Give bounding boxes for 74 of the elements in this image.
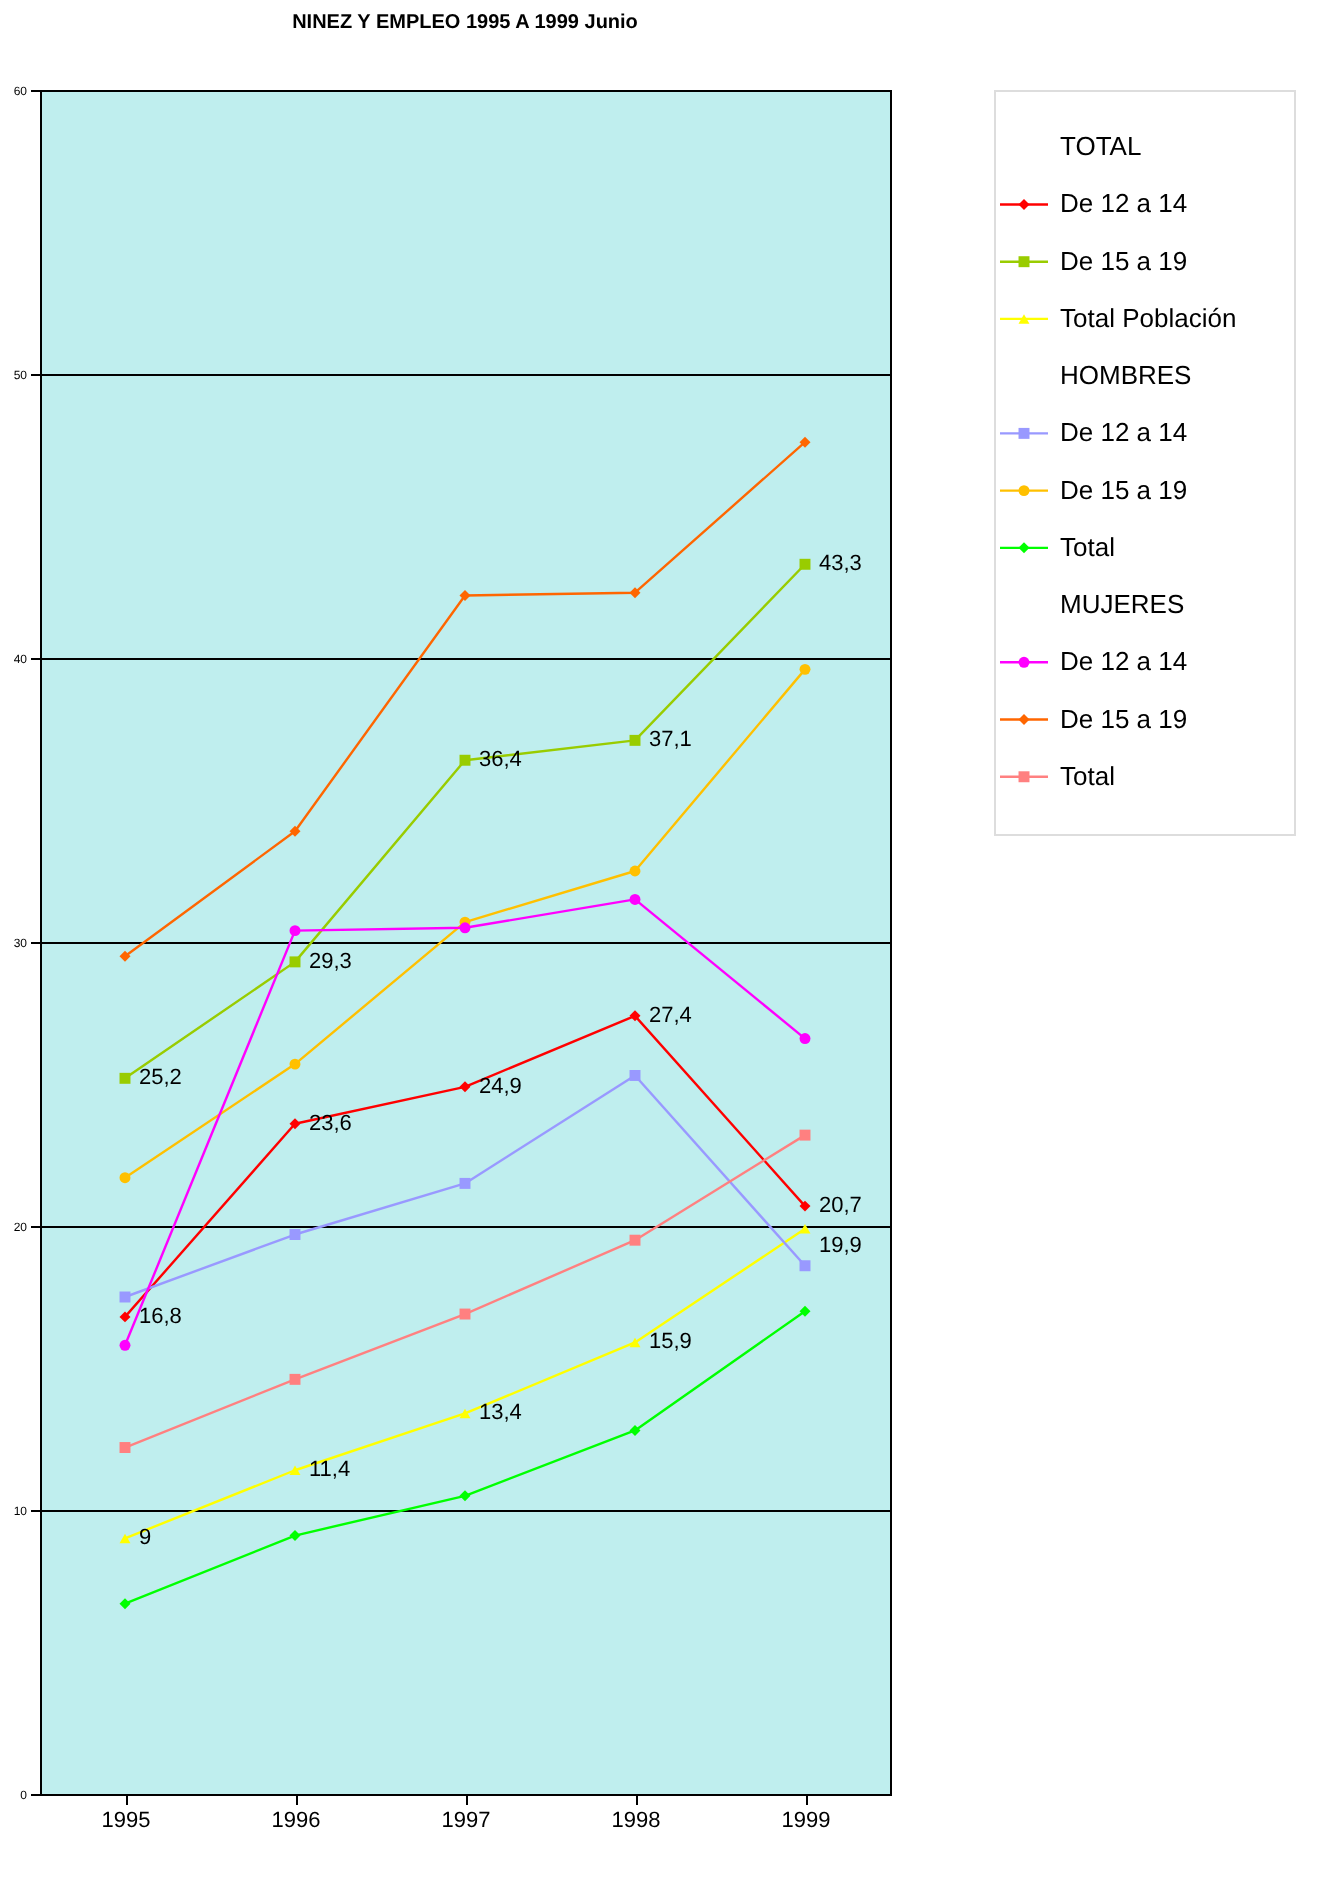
point: [629, 734, 641, 746]
point: [629, 865, 641, 877]
point: [799, 1224, 811, 1234]
point: [119, 1072, 131, 1084]
point: [459, 754, 471, 766]
point: [629, 587, 641, 599]
point: [799, 436, 811, 448]
point: [799, 1129, 811, 1141]
point: [459, 1081, 471, 1093]
point: [629, 1070, 641, 1081]
data-label: 43,3: [819, 552, 862, 577]
x-tick-label: 1997: [441, 1809, 491, 1833]
point: [629, 1337, 641, 1348]
data-label: 11,4: [309, 1458, 351, 1483]
legend-label: Total: [1060, 531, 1116, 562]
data-label: 19,9: [819, 1234, 862, 1258]
data-label: 24,9: [479, 1074, 522, 1099]
data-label: 29,3: [309, 950, 352, 974]
point: [119, 1172, 131, 1184]
point: [289, 1530, 301, 1542]
point: [799, 558, 811, 570]
point: [629, 893, 641, 905]
point: [459, 1408, 471, 1419]
point: [289, 925, 301, 937]
point: [289, 1229, 301, 1240]
legend-label: Total: [1060, 760, 1116, 791]
point: [289, 825, 301, 837]
point: [119, 950, 131, 962]
point: [459, 1308, 471, 1320]
data-label: 13,4: [479, 1401, 522, 1426]
point: [289, 1058, 301, 1070]
data-label: 20,7: [819, 1194, 862, 1218]
point: [629, 1234, 641, 1246]
text: MUJERES: [1060, 589, 1185, 620]
point: [799, 1305, 811, 1317]
legend-label: De 12 a 14: [1060, 417, 1188, 448]
point: [289, 956, 301, 968]
chart-title: NINEZ Y EMPLEO 1995 A 1999 Junio: [292, 12, 638, 34]
data-label: 37,1: [649, 728, 692, 753]
x-tick-label: 1995: [101, 1809, 151, 1833]
point: [119, 1442, 131, 1453]
point: [629, 1425, 641, 1436]
point: [119, 1533, 131, 1544]
data-label: 23,6: [309, 1111, 352, 1136]
data-label: 25,2: [139, 1066, 182, 1091]
point: [799, 663, 811, 675]
legend-label: Total Población: [1060, 302, 1237, 333]
point: [459, 1490, 471, 1502]
x-tick-label: 1996: [271, 1809, 321, 1833]
point: [119, 1598, 131, 1610]
legend-label: De 15 a 19: [1060, 703, 1188, 734]
point: [629, 1010, 641, 1022]
legend-label: De 15 a 19: [1060, 474, 1188, 505]
text: TOTAL: [1060, 131, 1142, 162]
data-label: 16,8: [139, 1304, 182, 1329]
point: [799, 1200, 811, 1212]
point: [459, 1177, 471, 1189]
point: [289, 1465, 301, 1475]
x-tick-label: 1999: [781, 1809, 831, 1833]
point: [289, 1373, 301, 1385]
data-label: 15,9: [649, 1330, 692, 1355]
legend-label: De 12 a 14: [1060, 188, 1188, 219]
point: [799, 1033, 811, 1045]
legend-label: De 15 a 19: [1060, 245, 1188, 276]
text: HOMBRES: [1060, 360, 1193, 391]
point: [459, 922, 471, 934]
point: [289, 1118, 301, 1130]
legend-label: De 12 a 14: [1060, 646, 1188, 677]
x-tick-label: 1998: [611, 1809, 661, 1833]
point: [799, 1260, 811, 1272]
data-label: 9: [139, 1526, 152, 1551]
data-label: 27,4: [649, 1003, 692, 1028]
point: [119, 1311, 131, 1323]
point: [119, 1339, 131, 1351]
